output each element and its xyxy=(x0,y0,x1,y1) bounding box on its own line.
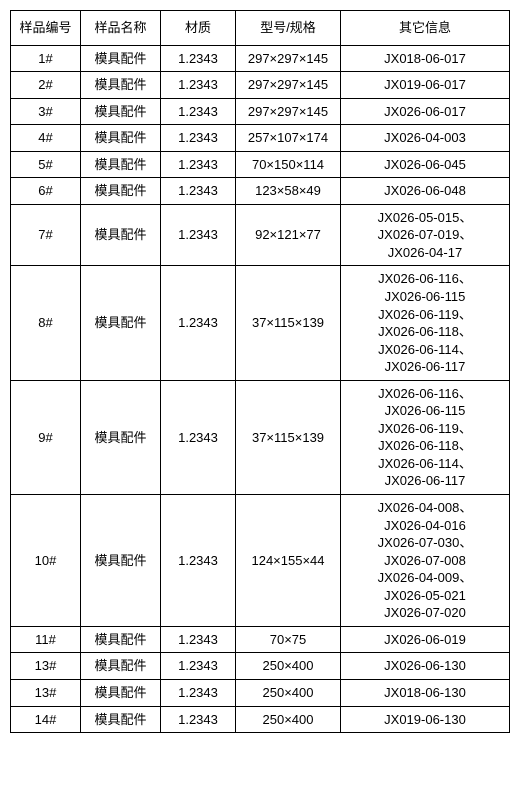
cell-name: 模具配件 xyxy=(81,72,161,99)
cell-material: 1.2343 xyxy=(161,380,236,494)
table-row: 8#模具配件1.234337×115×139JX026-06-116、 JX02… xyxy=(11,266,510,380)
cell-name: 模具配件 xyxy=(81,98,161,125)
cell-id: 6# xyxy=(11,178,81,205)
cell-spec: 250×400 xyxy=(236,653,341,680)
table-row: 1#模具配件1.2343297×297×145JX018-06-017 xyxy=(11,45,510,72)
table-row: 7#模具配件1.234392×121×77JX026-05-015、 JX026… xyxy=(11,204,510,266)
cell-info: JX026-06-116、 JX026-06-115 JX026-06-119、… xyxy=(341,266,510,380)
cell-material: 1.2343 xyxy=(161,495,236,627)
table-row: 9#模具配件1.234337×115×139JX026-06-116、 JX02… xyxy=(11,380,510,494)
cell-id: 1# xyxy=(11,45,81,72)
cell-name: 模具配件 xyxy=(81,679,161,706)
col-header-spec: 型号/规格 xyxy=(236,11,341,46)
cell-spec: 250×400 xyxy=(236,679,341,706)
col-header-name: 样品名称 xyxy=(81,11,161,46)
cell-name: 模具配件 xyxy=(81,178,161,205)
table-row: 5#模具配件1.234370×150×114JX026-06-045 xyxy=(11,151,510,178)
cell-material: 1.2343 xyxy=(161,626,236,653)
cell-material: 1.2343 xyxy=(161,266,236,380)
cell-spec: 123×58×49 xyxy=(236,178,341,205)
cell-info: JX026-04-008、 JX026-04-016 JX026-07-030、… xyxy=(341,495,510,627)
sample-table: 样品编号 样品名称 材质 型号/规格 其它信息 1#模具配件1.2343297×… xyxy=(10,10,510,733)
cell-material: 1.2343 xyxy=(161,653,236,680)
cell-material: 1.2343 xyxy=(161,706,236,733)
table-body: 1#模具配件1.2343297×297×145JX018-06-0172#模具配… xyxy=(11,45,510,733)
cell-spec: 92×121×77 xyxy=(236,204,341,266)
cell-id: 11# xyxy=(11,626,81,653)
cell-id: 13# xyxy=(11,679,81,706)
cell-spec: 37×115×139 xyxy=(236,380,341,494)
table-row: 4#模具配件1.2343257×107×174JX026-04-003 xyxy=(11,125,510,152)
table-row: 11#模具配件1.234370×75JX026-06-019 xyxy=(11,626,510,653)
cell-spec: 250×400 xyxy=(236,706,341,733)
cell-name: 模具配件 xyxy=(81,151,161,178)
cell-material: 1.2343 xyxy=(161,98,236,125)
cell-material: 1.2343 xyxy=(161,679,236,706)
cell-id: 9# xyxy=(11,380,81,494)
cell-id: 10# xyxy=(11,495,81,627)
cell-info: JX026-06-130 xyxy=(341,653,510,680)
cell-info: JX026-06-116、 JX026-06-115 JX026-06-119、… xyxy=(341,380,510,494)
cell-info: JX026-06-017 xyxy=(341,98,510,125)
cell-info: JX026-06-019 xyxy=(341,626,510,653)
table-row: 3#模具配件1.2343297×297×145JX026-06-017 xyxy=(11,98,510,125)
cell-name: 模具配件 xyxy=(81,266,161,380)
cell-material: 1.2343 xyxy=(161,151,236,178)
cell-spec: 70×150×114 xyxy=(236,151,341,178)
cell-material: 1.2343 xyxy=(161,204,236,266)
table-row: 2#模具配件1.2343297×297×145JX019-06-017 xyxy=(11,72,510,99)
table-row: 14#模具配件1.2343250×400JX019-06-130 xyxy=(11,706,510,733)
cell-material: 1.2343 xyxy=(161,125,236,152)
cell-name: 模具配件 xyxy=(81,45,161,72)
cell-name: 模具配件 xyxy=(81,706,161,733)
cell-material: 1.2343 xyxy=(161,72,236,99)
cell-id: 7# xyxy=(11,204,81,266)
cell-spec: 297×297×145 xyxy=(236,72,341,99)
cell-info: JX018-06-017 xyxy=(341,45,510,72)
cell-id: 5# xyxy=(11,151,81,178)
cell-name: 模具配件 xyxy=(81,626,161,653)
cell-id: 4# xyxy=(11,125,81,152)
cell-info: JX018-06-130 xyxy=(341,679,510,706)
cell-id: 8# xyxy=(11,266,81,380)
header-row: 样品编号 样品名称 材质 型号/规格 其它信息 xyxy=(11,11,510,46)
cell-info: JX026-04-003 xyxy=(341,125,510,152)
cell-name: 模具配件 xyxy=(81,653,161,680)
cell-material: 1.2343 xyxy=(161,178,236,205)
cell-spec: 37×115×139 xyxy=(236,266,341,380)
cell-info: JX019-06-130 xyxy=(341,706,510,733)
cell-info: JX019-06-017 xyxy=(341,72,510,99)
cell-id: 14# xyxy=(11,706,81,733)
cell-id: 13# xyxy=(11,653,81,680)
cell-id: 2# xyxy=(11,72,81,99)
table-row: 10#模具配件1.2343124×155×44JX026-04-008、 JX0… xyxy=(11,495,510,627)
cell-name: 模具配件 xyxy=(81,125,161,152)
table-row: 13#模具配件1.2343250×400JX018-06-130 xyxy=(11,679,510,706)
cell-spec: 124×155×44 xyxy=(236,495,341,627)
cell-name: 模具配件 xyxy=(81,380,161,494)
table-row: 6#模具配件1.2343123×58×49JX026-06-048 xyxy=(11,178,510,205)
cell-spec: 257×107×174 xyxy=(236,125,341,152)
col-header-id: 样品编号 xyxy=(11,11,81,46)
cell-spec: 297×297×145 xyxy=(236,98,341,125)
cell-spec: 70×75 xyxy=(236,626,341,653)
cell-info: JX026-05-015、 JX026-07-019、 JX026-04-17 xyxy=(341,204,510,266)
cell-name: 模具配件 xyxy=(81,204,161,266)
cell-info: JX026-06-045 xyxy=(341,151,510,178)
cell-info: JX026-06-048 xyxy=(341,178,510,205)
col-header-material: 材质 xyxy=(161,11,236,46)
col-header-info: 其它信息 xyxy=(341,11,510,46)
cell-name: 模具配件 xyxy=(81,495,161,627)
cell-id: 3# xyxy=(11,98,81,125)
table-row: 13#模具配件1.2343250×400JX026-06-130 xyxy=(11,653,510,680)
cell-material: 1.2343 xyxy=(161,45,236,72)
cell-spec: 297×297×145 xyxy=(236,45,341,72)
